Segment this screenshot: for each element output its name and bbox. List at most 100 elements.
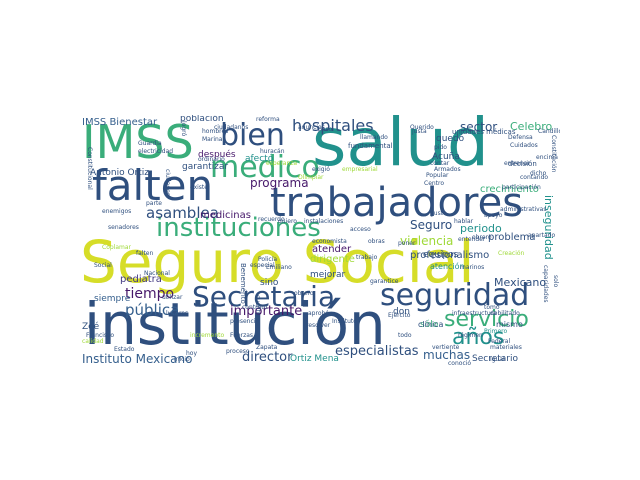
word: Antonio Ortiz [90, 168, 150, 178]
word: Candillo [538, 128, 560, 135]
word: decisión [508, 160, 537, 168]
word: servicio [444, 307, 529, 332]
word: sólo [420, 320, 439, 330]
word: participación [502, 184, 541, 191]
word: medico [210, 150, 320, 185]
word: recuerdo [258, 216, 285, 223]
word: Fuerzas [230, 332, 254, 339]
word: ordinario [198, 156, 225, 163]
word: inicio [174, 356, 190, 363]
word: Guardia [138, 140, 162, 147]
word: Instituto [332, 318, 357, 325]
word: encima [536, 154, 558, 161]
word: contando [520, 174, 549, 181]
word: marinos [460, 264, 485, 271]
word: instalaciones [304, 218, 344, 225]
word: clínica [418, 320, 444, 329]
word: régimen [458, 332, 483, 339]
word: entender [458, 236, 486, 243]
word: calidad [82, 338, 104, 345]
word: años [452, 325, 505, 350]
word: hombres [202, 128, 229, 135]
word: apoyo [484, 212, 503, 219]
word: Querido [410, 124, 434, 131]
word: sector [460, 120, 498, 134]
word: Zapata [256, 344, 278, 351]
word: Nacional [144, 270, 170, 277]
word: exigió [312, 166, 330, 173]
word: salud [312, 115, 489, 181]
word: reforma [256, 116, 280, 123]
word: acceso [350, 226, 371, 233]
word: Seguro Social [80, 228, 475, 296]
word: obras [368, 238, 385, 245]
word: Seguro [410, 218, 453, 232]
word: mismo [496, 320, 523, 329]
word: Ortiz Mena [290, 354, 339, 364]
word: violencia [400, 234, 454, 248]
word: seguridad [380, 278, 530, 313]
word: empresarial [342, 166, 378, 173]
word: logró [180, 121, 187, 137]
word: tomo [484, 304, 500, 311]
word: vertiente [432, 344, 460, 351]
word: falten [136, 250, 154, 257]
word: existe [190, 184, 208, 191]
word: dicho [530, 170, 547, 177]
word: especial [250, 262, 275, 269]
word: obrero [472, 234, 492, 241]
word: garantice [370, 278, 399, 285]
word: gusto [430, 210, 447, 217]
word: crecimiento [480, 184, 539, 195]
word: poner [398, 240, 416, 247]
word: Armados [434, 166, 461, 173]
word: ciudadanos [214, 124, 249, 131]
word: sino [260, 278, 279, 288]
word: hoy [186, 350, 198, 357]
word: fundamental [348, 142, 393, 150]
word: muchas [423, 348, 471, 362]
word: asamblea [146, 204, 219, 222]
word: administrativas [500, 206, 547, 213]
word: bien [220, 118, 285, 153]
word: atención [430, 262, 465, 271]
word: Cuidados [510, 142, 538, 149]
word: capacidades [542, 265, 549, 303]
word: Francisco [86, 332, 115, 339]
word: importante [230, 304, 303, 319]
word: entrenar [504, 160, 530, 167]
word: institución [84, 290, 386, 358]
word: IMSS [82, 115, 194, 169]
word: huracán [260, 148, 285, 155]
word: Ejército [388, 312, 411, 319]
word: llamando [360, 134, 388, 141]
word: IMSS Bienestar [82, 117, 158, 128]
word: electricidad [138, 148, 174, 155]
word: solo [552, 275, 559, 288]
word: Benemérito [239, 263, 247, 304]
word: Celebro [510, 120, 553, 133]
word: Instituto Mexicano [82, 352, 193, 365]
word: trabajo [356, 254, 378, 261]
word: utilizar [162, 294, 183, 301]
word: Social [94, 262, 112, 269]
word: economista [312, 238, 347, 245]
word: Mexicano [494, 276, 547, 289]
word: cuenta [254, 295, 261, 316]
word: Secretaria [192, 280, 336, 313]
word: inseguridad [542, 195, 555, 260]
word: parte [146, 200, 162, 207]
word: garantizar [182, 162, 229, 172]
word: contar [430, 160, 450, 167]
word: anuncios [298, 124, 325, 131]
word: proceso [226, 348, 250, 355]
word: paso [318, 126, 333, 133]
word: mejorar [310, 270, 346, 280]
word-cloud: salud Seguro Social institución trabajad… [80, 115, 560, 365]
word: atender [312, 244, 352, 255]
word: senadores [108, 224, 139, 231]
word: Emiliano [266, 264, 292, 271]
word: después [198, 150, 236, 160]
word: presencia [230, 318, 260, 325]
word: contrato [242, 304, 268, 311]
